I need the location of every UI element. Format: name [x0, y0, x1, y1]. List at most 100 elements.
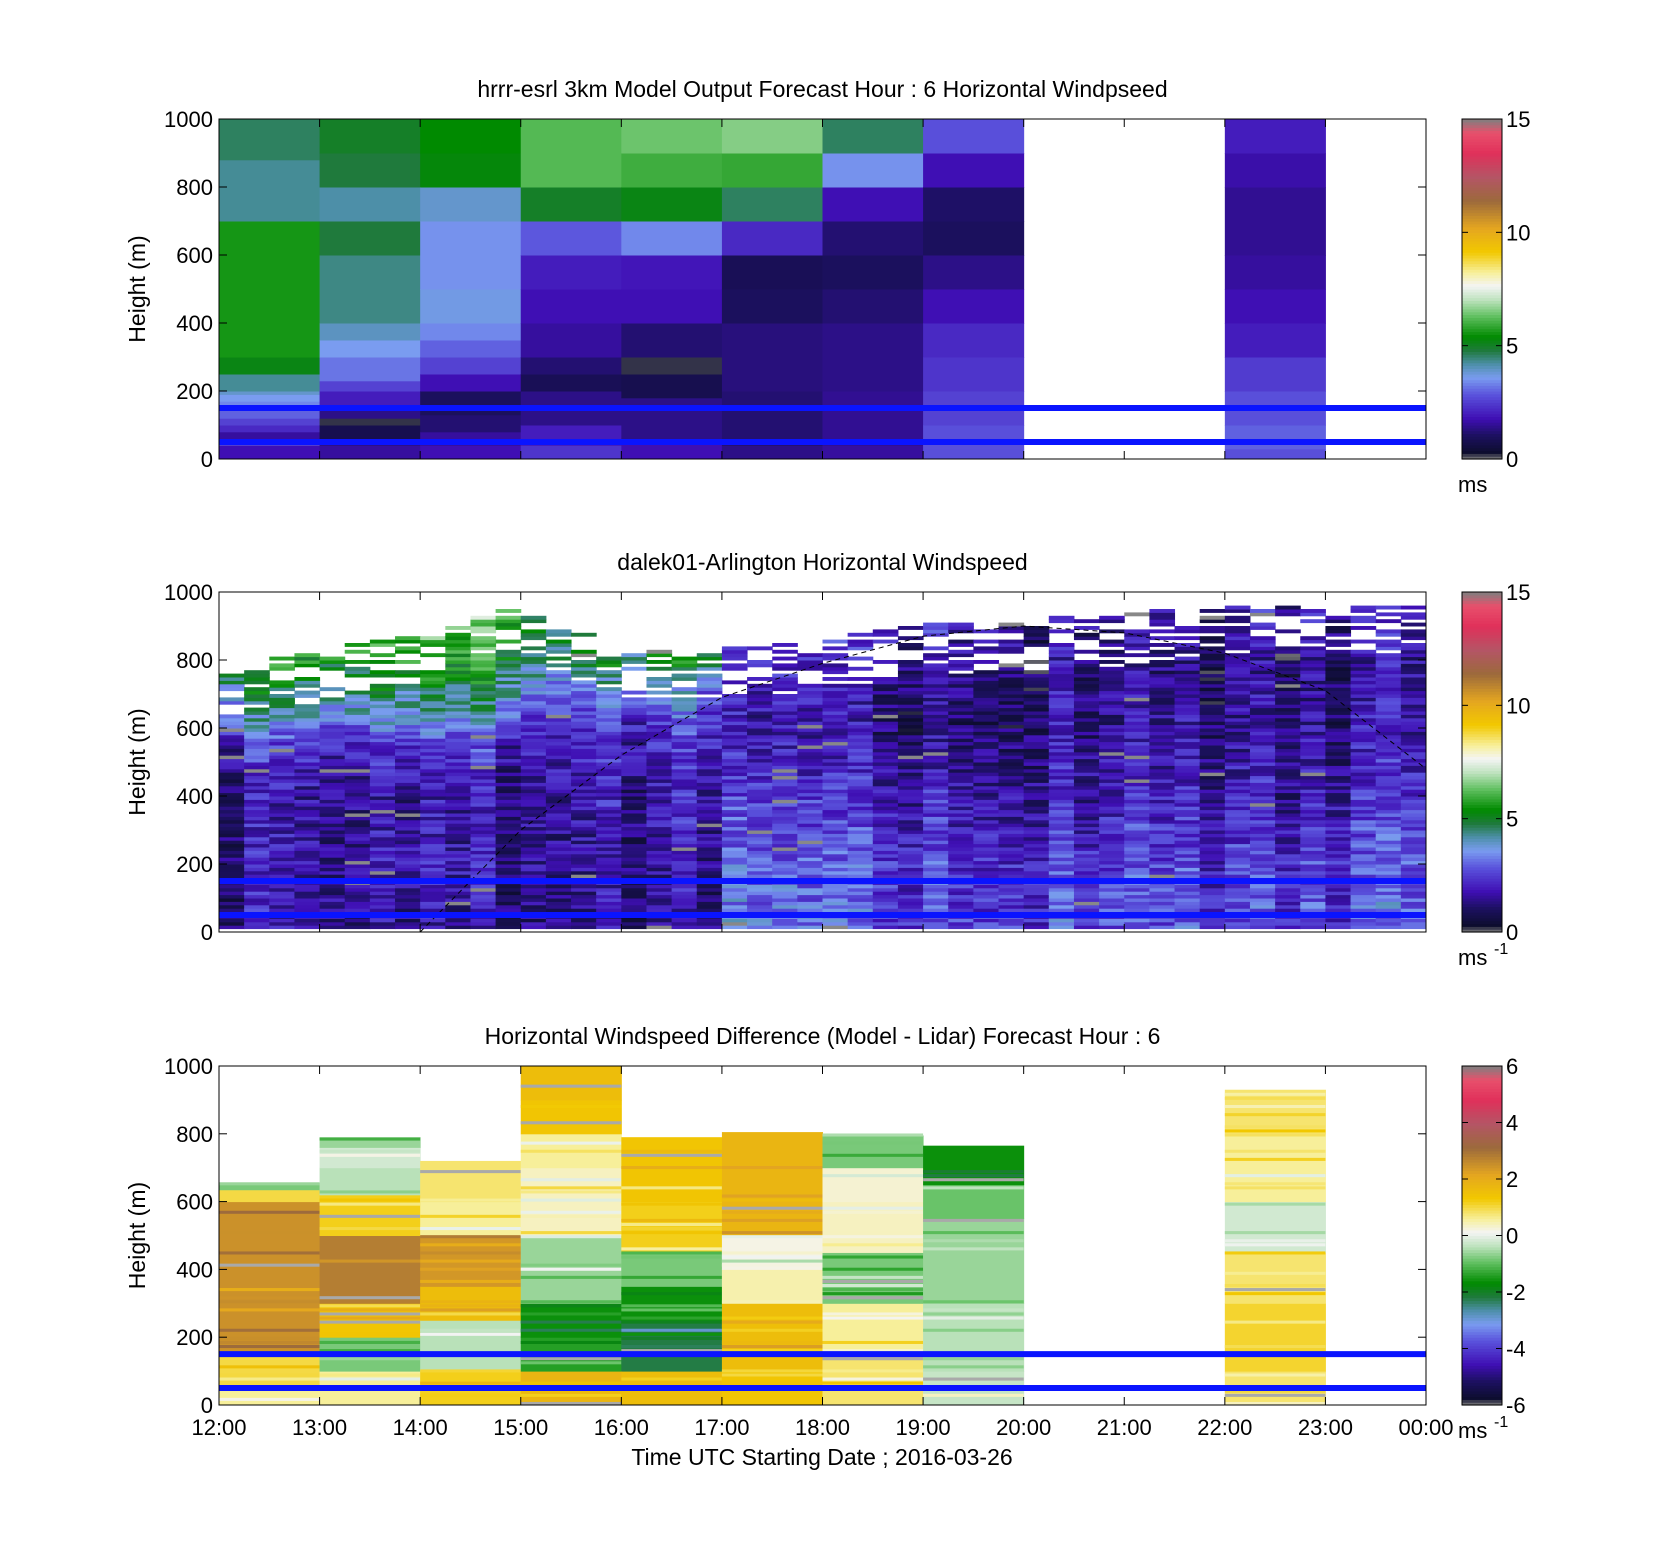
heatmap-cell: [797, 731, 823, 736]
heatmap-cell: [1325, 629, 1352, 634]
colorbar-segment: [1462, 730, 1502, 735]
heatmap-stripe: [822, 1153, 924, 1157]
heatmap-cell: [797, 833, 823, 838]
heatmap-cell: [1048, 772, 1075, 777]
heatmap-cell: [998, 721, 1025, 726]
heatmap-cell: [1300, 687, 1326, 692]
heatmap-cell: [1275, 680, 1301, 685]
heatmap-cell: [1073, 690, 1100, 695]
heatmap-cell: [1300, 908, 1326, 913]
heatmap-cell: [1174, 660, 1201, 664]
heatmap-cell: [948, 748, 974, 753]
heatmap-cell: [973, 833, 1000, 838]
heatmap-cell: [344, 779, 371, 783]
colorbar-segment: [1462, 691, 1502, 695]
colorbar-segment: [1462, 745, 1502, 749]
heatmap-cell: [1124, 874, 1150, 879]
colorbar-segment: [1462, 764, 1502, 769]
heatmap-stripe: [721, 1210, 823, 1214]
heatmap-cell: [269, 847, 295, 851]
heatmap-stripe: [420, 1198, 521, 1202]
heatmap-cell: [998, 779, 1025, 783]
heatmap-cell: [1174, 734, 1201, 739]
heatmap-cell: [445, 741, 471, 746]
heatmap-cell: [696, 847, 723, 851]
heatmap-cell: [470, 796, 497, 800]
heatmap-cell: [1249, 626, 1276, 630]
heatmap-cell: [646, 649, 673, 654]
heatmap-cell: [369, 670, 396, 675]
colorbar-segment: [1462, 342, 1502, 347]
heatmap-cell: [395, 683, 421, 688]
heatmap-cell: [545, 792, 572, 797]
heatmap-cell: [1375, 697, 1402, 702]
heatmap-cell: [1350, 704, 1377, 709]
heatmap-stripe: [621, 1308, 722, 1312]
heatmap-cell: [420, 785, 446, 790]
heatmap-stripe: [219, 1328, 320, 1332]
heatmap-stripe: [520, 1393, 622, 1397]
heatmap-stripe: [520, 1214, 622, 1218]
heatmap-cell: [1350, 891, 1377, 896]
heatmap-cell: [495, 653, 522, 658]
heatmap-cell: [520, 755, 547, 760]
heatmap-cell: [797, 785, 823, 790]
heatmap-cell: [596, 857, 622, 862]
heatmap-cell: [822, 751, 849, 756]
heatmap-cell: [923, 704, 949, 709]
heatmap-stripe: [621, 1251, 722, 1255]
heatmap-cell: [470, 728, 497, 732]
heatmap-cell: [495, 697, 522, 702]
heatmap-cell: [420, 119, 522, 154]
heatmap-cell: [495, 775, 522, 780]
heatmap-cell: [420, 673, 446, 678]
heatmap-cell: [872, 714, 899, 719]
heatmap-cell: [872, 660, 899, 664]
colorbar-segment: [1462, 1294, 1502, 1299]
heatmap-cell: [621, 836, 647, 841]
heatmap-cell: [395, 826, 421, 831]
heatmap-cell: [721, 904, 748, 909]
heatmap-cell: [244, 819, 270, 824]
heatmap-cell: [948, 741, 974, 746]
heatmap-cell: [520, 768, 547, 773]
heatmap-cell: [822, 792, 849, 797]
heatmap-cell: [721, 187, 823, 222]
heatmap-cell: [1048, 775, 1075, 780]
heatmap-stripe: [520, 1312, 622, 1316]
heatmap-cell: [219, 904, 245, 909]
heatmap-cell: [1124, 717, 1150, 722]
heatmap-cell: [1300, 840, 1326, 845]
heatmap-cell: [596, 670, 622, 675]
colorbar-segment: [1462, 1108, 1502, 1112]
heatmap-cell: [1275, 751, 1301, 756]
heatmap-cell: [596, 660, 622, 664]
heatmap-cell: [1275, 694, 1301, 698]
heatmap-cell: [797, 884, 823, 889]
heatmap-cell: [1375, 738, 1402, 743]
heatmap-cell: [897, 704, 924, 709]
heatmap-cell: [948, 734, 974, 739]
heatmap-cell: [395, 768, 421, 773]
heatmap-cell: [822, 690, 849, 695]
heatmap-cell: [1174, 768, 1201, 773]
heatmap-cell: [344, 860, 371, 865]
heatmap-cell: [1199, 741, 1226, 746]
heatmap-cell: [571, 894, 597, 899]
heatmap-cell: [319, 707, 346, 712]
heatmap-cell: [646, 677, 673, 681]
heatmap-cell: [872, 768, 899, 773]
heatmap-cell: [847, 711, 874, 715]
heatmap-cell: [973, 816, 1000, 821]
heatmap-cell: [219, 782, 245, 787]
heatmap-stripe: [1224, 1320, 1326, 1324]
heatmap-cell: [1174, 785, 1201, 790]
heatmap-cell: [596, 714, 622, 719]
heatmap-cell: [1224, 153, 1326, 188]
heatmap-cell: [897, 867, 924, 872]
heatmap-cell: [470, 870, 497, 875]
heatmap-cell: [219, 687, 245, 692]
heatmap-cell: [721, 711, 748, 715]
heatmap-cell: [897, 884, 924, 889]
heatmap-cell: [319, 857, 346, 862]
